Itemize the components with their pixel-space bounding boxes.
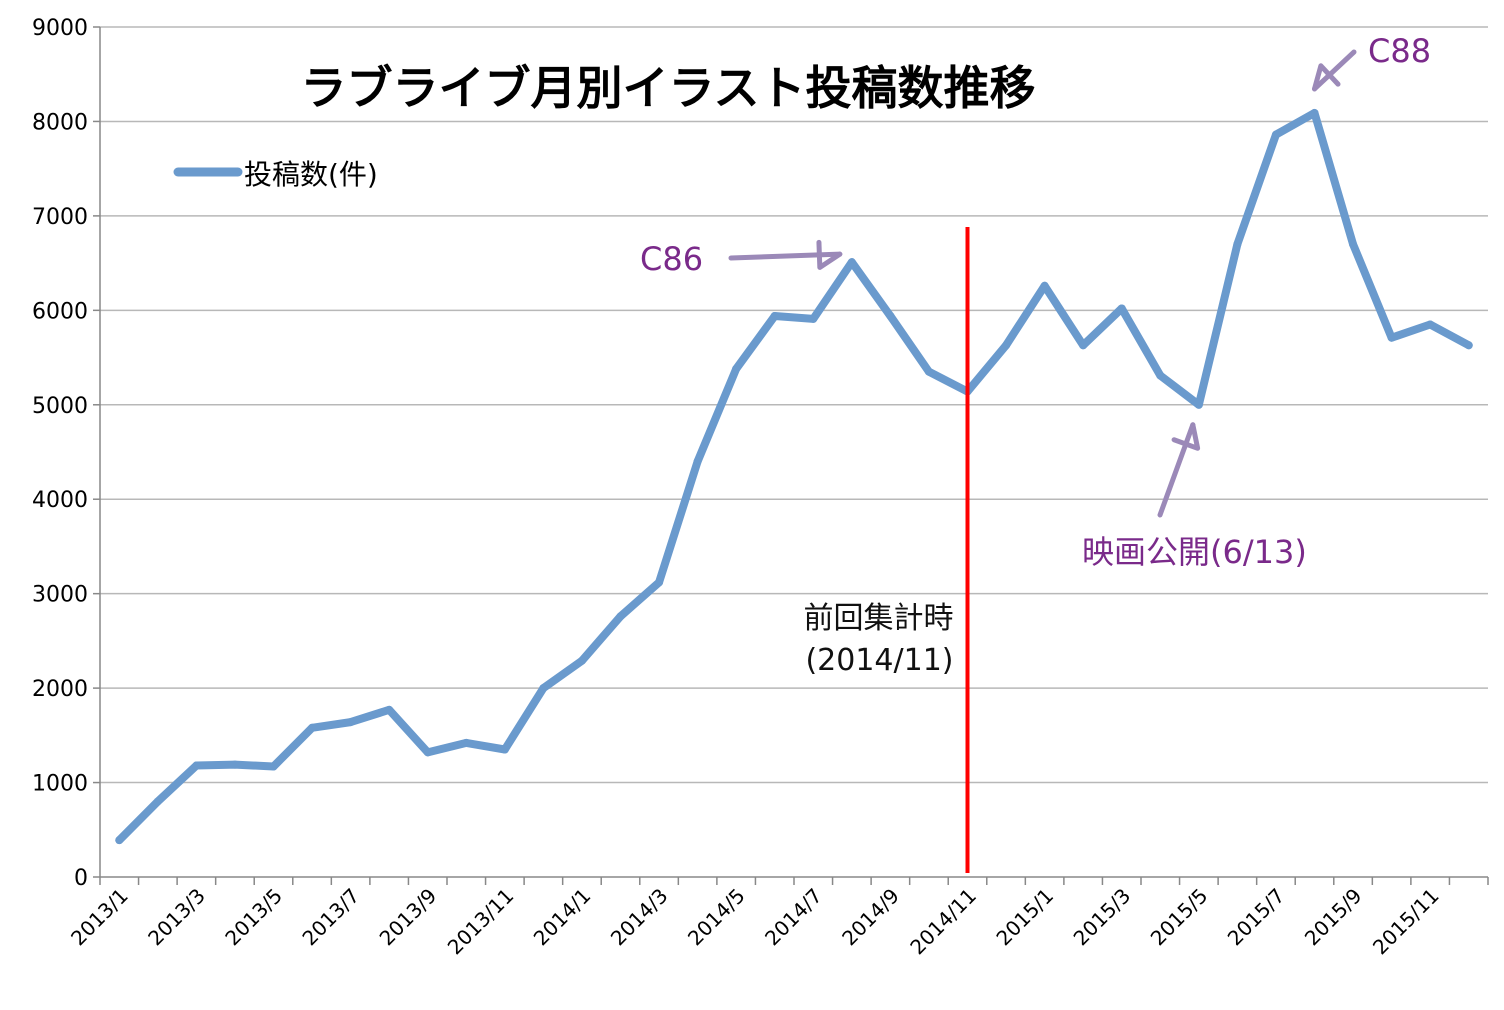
y-tick-label: 9000 — [32, 16, 88, 41]
legend-label: 投稿数(件) — [244, 158, 378, 191]
x-tick-label: 2013/11 — [443, 884, 519, 960]
data-point — [616, 612, 625, 621]
arrow-shaft — [728, 251, 843, 261]
x-tick-label: 2013/3 — [143, 884, 210, 951]
x-tick-label: 2013/1 — [66, 884, 133, 951]
y-tick-label: 8000 — [32, 110, 88, 135]
data-point — [153, 797, 162, 806]
x-tick-label: 2013/5 — [220, 884, 287, 951]
data-point — [732, 364, 741, 373]
x-tick-label: 2014/9 — [837, 884, 904, 951]
data-point — [1310, 108, 1319, 117]
x-tick-label: 2014/7 — [760, 884, 827, 951]
data-point — [115, 836, 124, 845]
data-point — [1002, 341, 1011, 350]
arrow-c86 — [728, 239, 843, 270]
y-tick-label: 4000 — [32, 488, 88, 513]
data-point — [655, 578, 664, 587]
x-tick-label: 2015/9 — [1300, 884, 1367, 951]
data-point — [269, 762, 278, 771]
reference-label-line1: 前回集計時 — [804, 601, 954, 636]
x-tick-label: 2015/1 — [991, 884, 1058, 951]
annotation-c88: C88 — [1368, 32, 1431, 70]
y-tick-label: 6000 — [32, 299, 88, 324]
annotation-c86: C86 — [640, 240, 703, 278]
gridlines — [100, 26, 1488, 784]
annotations-layer: C86 C88 映画公開(6/13) 前回集計時 (2014/11) — [640, 32, 1431, 873]
data-point — [500, 745, 509, 754]
x-tick-label: 2013/7 — [297, 884, 364, 951]
data-point — [539, 684, 548, 693]
series-line — [115, 108, 1473, 845]
data-point — [1233, 240, 1242, 249]
arrow-c88 — [1312, 49, 1357, 92]
data-point — [1156, 371, 1165, 380]
y-tick-label: 1000 — [32, 772, 88, 797]
data-point — [1349, 240, 1358, 249]
data-point — [423, 748, 432, 757]
data-point — [1464, 341, 1473, 350]
x-tick-label: 2015/3 — [1069, 884, 1136, 951]
x-tick-label: 2015/7 — [1223, 884, 1290, 951]
data-point — [385, 705, 394, 714]
x-tick-label: 2014/11 — [905, 884, 981, 960]
x-tick-label: 2014/5 — [683, 884, 750, 951]
arrow-shaft — [1312, 49, 1357, 92]
data-point — [770, 312, 779, 320]
y-tick-label: 3000 — [32, 583, 88, 608]
chart-title: ラブライブ月別イラスト投稿数推移 — [300, 61, 1035, 115]
x-tick-label: 2014/3 — [606, 884, 673, 951]
data-point — [1079, 341, 1088, 350]
y-tick-label: 2000 — [32, 677, 88, 702]
y-tick-label: 7000 — [32, 205, 88, 230]
data-point — [577, 656, 586, 665]
x-tick-label: 2015/5 — [1146, 884, 1213, 951]
data-point — [1040, 281, 1049, 290]
series-layer — [115, 108, 1473, 845]
data-point — [230, 760, 239, 769]
data-point — [1194, 400, 1203, 409]
arrow-head — [816, 239, 843, 270]
y-tick-label: 0 — [74, 866, 88, 891]
data-point — [308, 723, 317, 732]
arrow-head — [1171, 422, 1201, 451]
annotation-movie: 映画公開(6/13) — [1082, 533, 1307, 571]
y-tick-label: 5000 — [32, 394, 88, 419]
data-point — [847, 258, 856, 267]
data-point — [1387, 333, 1396, 342]
arrow-head — [1312, 63, 1341, 92]
reference-label-line2: (2014/11) — [805, 643, 953, 678]
data-point — [1117, 304, 1126, 313]
arrow-movie — [1157, 422, 1201, 518]
data-point — [346, 718, 355, 727]
data-point — [1426, 320, 1435, 329]
arrow-shaft — [1157, 422, 1196, 518]
data-point — [809, 314, 818, 323]
x-tick-label: 2015/11 — [1368, 884, 1444, 960]
data-point — [192, 761, 201, 770]
data-point — [462, 738, 471, 747]
data-point — [886, 312, 895, 320]
data-point — [693, 457, 702, 466]
data-point — [1271, 130, 1280, 139]
data-point — [924, 367, 933, 376]
x-tick-label: 2014/1 — [529, 884, 596, 951]
x-tick-label: 2013/9 — [375, 884, 442, 951]
legend: 投稿数(件) — [173, 158, 378, 191]
